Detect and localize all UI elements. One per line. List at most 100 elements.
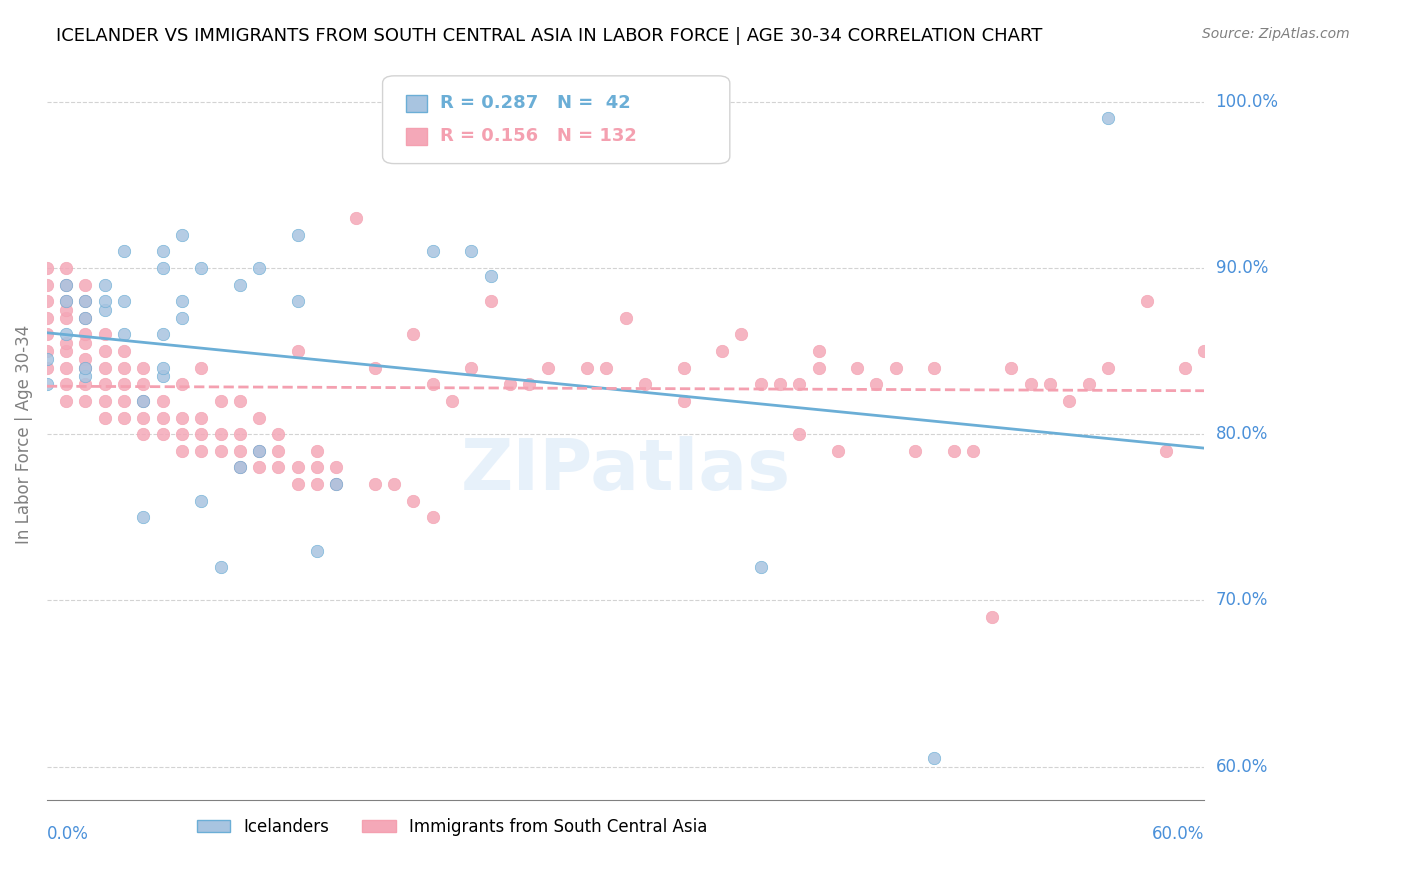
Text: 60.0%: 60.0% — [1216, 757, 1268, 776]
Point — [364, 360, 387, 375]
Text: 100.0%: 100.0% — [1216, 93, 1278, 111]
Point — [132, 410, 155, 425]
Point — [924, 751, 946, 765]
Point — [35, 260, 58, 275]
Point — [55, 260, 77, 275]
Point — [382, 477, 405, 491]
Point — [1154, 443, 1177, 458]
Point — [55, 302, 77, 317]
Point — [35, 327, 58, 342]
Point — [287, 294, 309, 309]
Point — [112, 294, 135, 309]
Point — [190, 443, 212, 458]
Point — [1271, 443, 1294, 458]
Point — [749, 560, 772, 574]
Point — [479, 269, 502, 284]
Point — [364, 477, 387, 491]
Point — [55, 377, 77, 392]
Point — [595, 360, 617, 375]
Point — [499, 377, 522, 392]
Point — [35, 277, 58, 292]
Point — [517, 377, 540, 392]
Point — [865, 377, 887, 392]
Point — [112, 394, 135, 409]
Point — [229, 460, 252, 475]
Point — [35, 360, 58, 375]
Point — [402, 327, 425, 342]
Point — [287, 344, 309, 359]
Point — [1097, 112, 1119, 126]
Point — [190, 260, 212, 275]
Point — [422, 377, 444, 392]
Point — [170, 294, 193, 309]
Point — [672, 394, 695, 409]
Point — [209, 394, 232, 409]
Point — [576, 360, 599, 375]
Point — [35, 310, 58, 325]
Point — [94, 294, 117, 309]
Text: ICELANDER VS IMMIGRANTS FROM SOUTH CENTRAL ASIA IN LABOR FORCE | AGE 30-34 CORRE: ICELANDER VS IMMIGRANTS FROM SOUTH CENTR… — [56, 27, 1043, 45]
Point — [229, 277, 252, 292]
Point — [152, 260, 174, 275]
Legend: Icelanders, Immigrants from South Central Asia: Icelanders, Immigrants from South Centra… — [190, 812, 714, 843]
Point — [94, 360, 117, 375]
Point — [94, 277, 117, 292]
Point — [305, 460, 328, 475]
Point — [787, 427, 810, 442]
Point — [1059, 394, 1081, 409]
Point — [132, 377, 155, 392]
Point — [152, 410, 174, 425]
Point — [1289, 360, 1312, 375]
Point — [846, 360, 869, 375]
Point — [287, 460, 309, 475]
Point — [267, 443, 290, 458]
Point — [305, 477, 328, 491]
Point — [1194, 344, 1216, 359]
Point — [55, 294, 77, 309]
Point — [75, 310, 97, 325]
Point — [325, 477, 347, 491]
Point — [209, 443, 232, 458]
Point — [884, 360, 907, 375]
Point — [55, 294, 77, 309]
Point — [1251, 344, 1274, 359]
Point — [402, 493, 425, 508]
Point — [962, 443, 984, 458]
Point — [112, 344, 135, 359]
Point — [287, 227, 309, 242]
Point — [942, 443, 965, 458]
Point — [112, 360, 135, 375]
Point — [344, 211, 367, 226]
Point — [1309, 460, 1331, 475]
Point — [981, 610, 1004, 624]
Point — [152, 360, 174, 375]
FancyBboxPatch shape — [406, 128, 426, 145]
Point — [35, 352, 58, 367]
Point — [807, 360, 830, 375]
Point — [35, 294, 58, 309]
Point — [730, 327, 752, 342]
Text: R = 0.156   N = 132: R = 0.156 N = 132 — [440, 127, 637, 145]
Point — [634, 377, 657, 392]
Point — [1135, 294, 1157, 309]
Point — [94, 302, 117, 317]
Point — [460, 244, 482, 259]
Point — [1329, 344, 1351, 359]
Point — [55, 327, 77, 342]
Point — [55, 360, 77, 375]
Point — [305, 543, 328, 558]
Point — [55, 394, 77, 409]
Point — [55, 344, 77, 359]
Point — [827, 443, 849, 458]
Point — [132, 510, 155, 524]
Point — [904, 443, 927, 458]
Point — [229, 427, 252, 442]
Point — [325, 460, 347, 475]
Text: 70.0%: 70.0% — [1216, 591, 1268, 609]
Point — [422, 244, 444, 259]
Point — [247, 443, 270, 458]
Text: 60.0%: 60.0% — [1152, 825, 1205, 843]
Point — [479, 294, 502, 309]
Point — [787, 377, 810, 392]
FancyBboxPatch shape — [406, 95, 426, 112]
